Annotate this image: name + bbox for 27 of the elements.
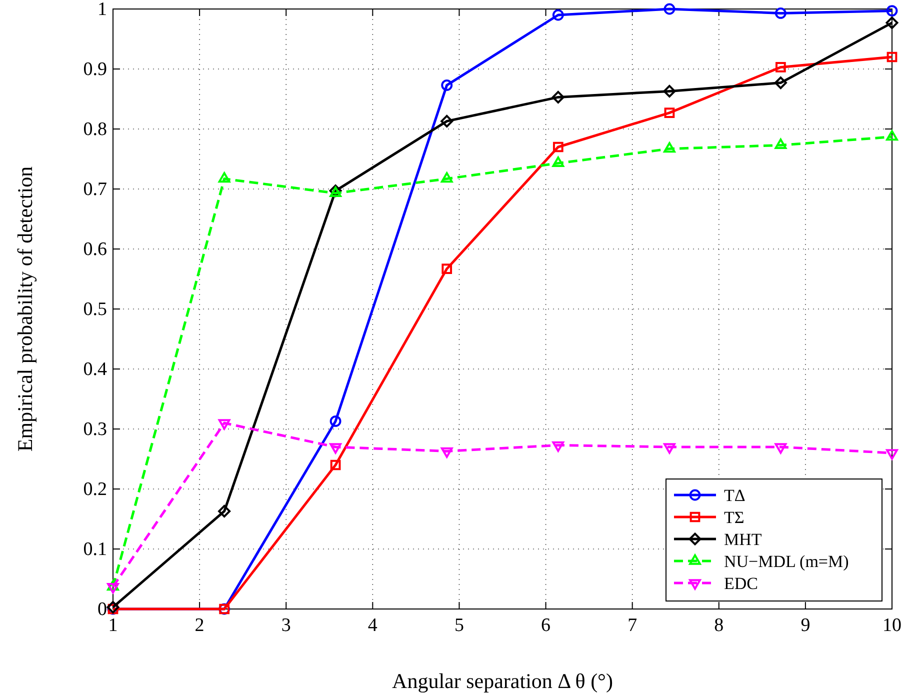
x-tick-label: 7 <box>628 615 638 636</box>
legend-label: EDC <box>724 574 758 593</box>
x-tick-label: 5 <box>454 615 464 636</box>
y-tick-label: 0.6 <box>83 239 107 260</box>
x-tick-label: 8 <box>714 615 724 636</box>
y-tick-label: 0 <box>98 599 107 620</box>
legend-label: TΔ <box>724 486 746 505</box>
y-tick-label: 0.8 <box>83 119 107 140</box>
x-tick-label: 9 <box>800 615 810 636</box>
x-tick-label: 10 <box>882 615 902 636</box>
y-tick-label: 0.4 <box>83 359 108 380</box>
y-tick-label: 0.3 <box>83 419 107 440</box>
y-tick-label: 0.2 <box>83 479 107 500</box>
legend-label: NU−MDL (m=M) <box>724 552 849 571</box>
y-axis-title: Empirical probability of detection <box>13 166 37 452</box>
y-tick-label: 0.7 <box>83 179 107 200</box>
y-tick-label: 0.9 <box>83 59 107 80</box>
x-axis-title: Angular separation Δ θ (°) <box>392 669 613 693</box>
legend-label: TΣ <box>724 508 744 527</box>
y-tick-label: 0.5 <box>83 299 107 320</box>
x-tick-label: 6 <box>541 615 551 636</box>
y-tick-label: 0.1 <box>83 539 107 560</box>
x-tick-label: 2 <box>194 615 204 636</box>
x-tick-label: 3 <box>281 615 291 636</box>
legend-label: MHT <box>724 530 762 549</box>
x-tick-label: 4 <box>368 615 378 636</box>
y-tick-label: 1 <box>98 0 107 20</box>
